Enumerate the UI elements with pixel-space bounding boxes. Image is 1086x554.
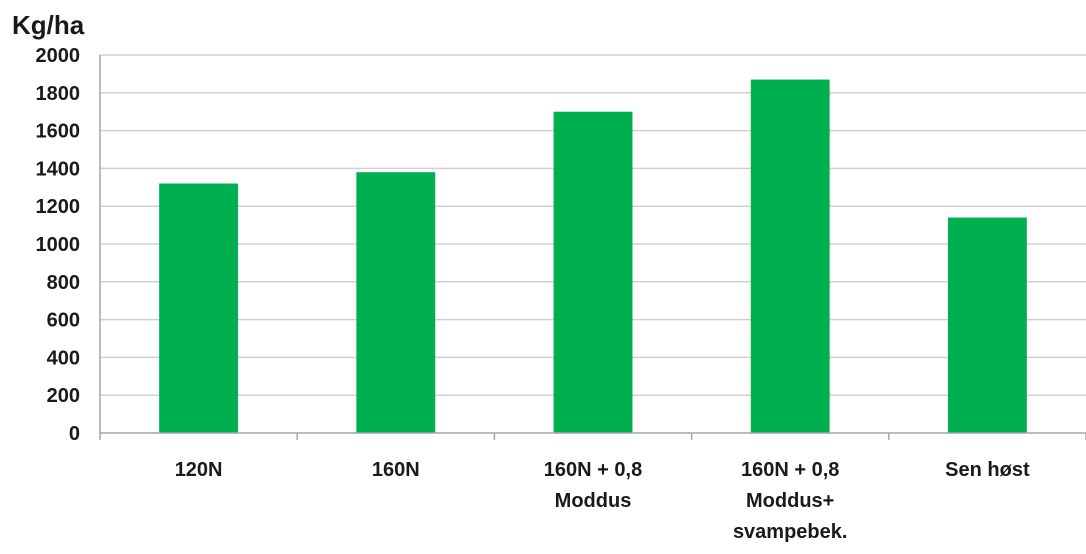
y-tick-label: 600: [47, 310, 80, 332]
y-tick-label: 1400: [36, 158, 81, 180]
axes: [99, 55, 1086, 440]
y-axis-unit-label: Kg/ha: [12, 10, 85, 40]
y-tick-label: 400: [47, 347, 80, 369]
bar: [159, 183, 239, 433]
x-category-label: Sen høst: [945, 459, 1030, 481]
x-category-label: Moddus: [555, 490, 632, 512]
y-tick-label: 1600: [36, 121, 81, 143]
bar: [750, 79, 830, 433]
y-tick-label: 800: [47, 272, 80, 294]
bar: [947, 217, 1027, 433]
x-category-label: 160N + 0,8: [741, 459, 839, 481]
x-category-label: svampebek.: [733, 521, 848, 543]
y-tick-label: 1800: [36, 83, 81, 105]
y-tick-label: 2000: [36, 45, 81, 67]
y-tick-label: 1000: [36, 234, 81, 256]
x-category-label: 120N: [175, 459, 223, 481]
bar: [356, 172, 436, 433]
y-tick-label: 0: [69, 423, 80, 445]
bar: [553, 111, 633, 433]
y-tick-labels: 0 200 400 600 800 1000 1200 1400 1600 1800 2000: [36, 45, 81, 445]
y-tick-label: 1200: [36, 196, 81, 218]
bars: [159, 79, 1027, 433]
x-category-label: Moddus+: [746, 490, 834, 512]
x-category-label: 160N + 0,8: [544, 459, 642, 481]
x-category-label: 160N: [372, 459, 420, 481]
x-category-labels: 120N 160N 160N + 0,8 Moddus 160N + 0,8 Moddus…: [175, 459, 1030, 543]
y-tick-label: 200: [47, 385, 80, 407]
